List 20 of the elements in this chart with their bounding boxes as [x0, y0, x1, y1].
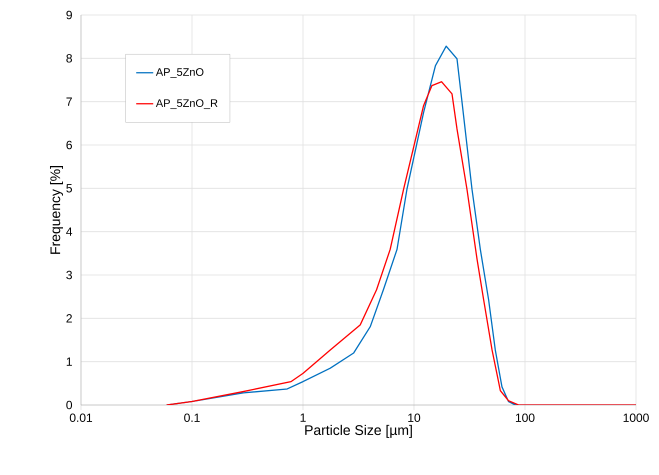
y-tick-label: 8 [66, 54, 72, 63]
y-tick-label: 7 [66, 98, 72, 106]
legend-label: AP_5ZnO_R [156, 99, 218, 110]
x-tick-label: 1000 [624, 414, 649, 422]
y-tick-label: 2 [66, 314, 72, 323]
y-axis-title: Frequency [%] [50, 166, 63, 254]
y-tick-label: 9 [66, 10, 72, 20]
y-tick-label: 3 [66, 270, 72, 280]
x-axis-title: Particle Size [µm] [305, 424, 412, 438]
x-tick-label: 1 [300, 414, 306, 422]
y-tick-label: 4 [66, 228, 72, 236]
legend-label: AP_5ZnO [156, 68, 204, 78]
y-tick-label: 6 [66, 140, 72, 150]
y-tick-label: 0 [66, 400, 72, 410]
x-tick-label: 0.1 [184, 414, 200, 422]
x-tick-label: 10 [408, 414, 420, 422]
y-tick-label: 1 [66, 358, 72, 366]
x-tick-label: 0.01 [70, 414, 92, 422]
x-tick-label: 100 [516, 414, 535, 422]
y-tick-label: 5 [66, 184, 72, 192]
